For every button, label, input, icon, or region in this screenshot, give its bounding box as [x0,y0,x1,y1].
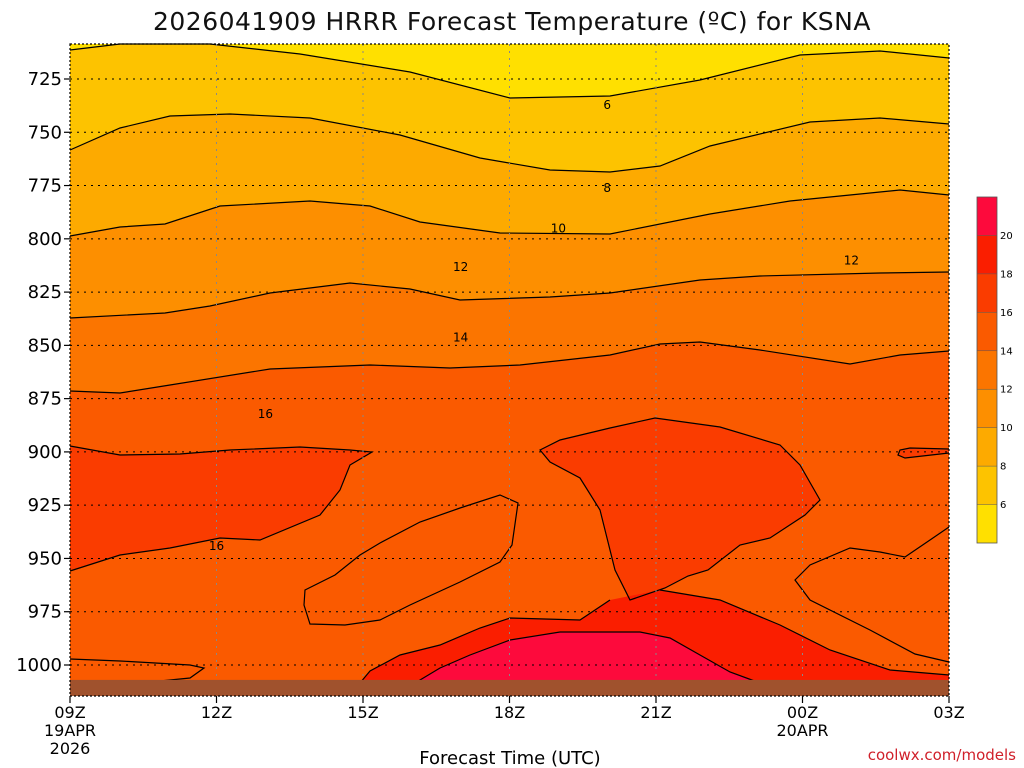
y-tick-label: 800 [28,229,62,250]
ground-surface [70,679,949,696]
y-tick-label: 950 [28,548,62,569]
contour-16-left [69,445,374,572]
x-tick-label: 09Z [54,703,85,722]
x-tick-label: 00Z [787,703,818,722]
x-date-label: 2026 [50,739,91,758]
colorbar-tick-label: 8 [1000,462,1006,473]
contour-label: 8 [603,181,611,195]
contour-near-surface-left [69,658,206,684]
y-tick-label: 750 [28,122,62,143]
y-tick-label: 875 [28,389,62,410]
contour-18 [414,631,761,684]
contour-label: 16 [209,539,224,553]
contour-label: 14 [453,330,468,344]
colorbar-tick-label: 10 [1000,423,1013,434]
contour-14 [69,341,950,394]
y-tick-label: 850 [28,335,62,356]
colorbar: 6 8 10 12 14 16 18 20 [976,196,1013,544]
x-tick-label: 12Z [201,703,232,722]
contour-16-right [897,447,950,459]
x-date-label: 20APR [776,721,828,740]
contour-10 [69,189,950,237]
colorbar-bin [977,466,997,505]
band-16-18-right [898,448,949,458]
plot-area: 6 8 10 12 12 14 16 16 [69,43,950,697]
y-tick-label: 725 [28,69,62,90]
x-date-label: 19APR [44,721,96,740]
band-20-22 [415,632,760,683]
contour-label: 10 [551,222,566,236]
contour-14-pocket-a [303,494,519,626]
band-14-16-pocket-a [304,495,518,625]
contour-12 [69,271,950,319]
colorbar-bin [977,350,997,390]
colorbar-tick-label: 20 [1000,231,1013,242]
colorbar-tick-label: 6 [1000,500,1006,511]
contour-16-center [539,417,821,601]
contour-14-pocket-b [794,526,950,663]
credit-text: coolwx.com/models [868,746,1016,764]
y-tick-label: 975 [28,602,62,623]
colorbar-bin [977,389,997,428]
contour-labels: 6 8 10 12 12 14 16 16 [209,98,859,553]
colorbar-tick-label: 12 [1000,385,1013,396]
band-14-16-pocket-b [795,527,949,662]
colorbar-bin [977,427,997,467]
y-tick-label: 825 [28,282,62,303]
x-tick-label: 03Z [933,703,964,722]
plot-frame [69,43,950,697]
colorbar-frame [976,196,998,544]
colorbar-tick-label: 18 [1000,269,1013,280]
contour-label: 6 [603,98,611,112]
x-tick-label: 18Z [494,703,525,722]
contour-16-lower-b [659,589,950,676]
contour-lines [69,43,950,684]
x-tick-label: 15Z [347,703,378,722]
band-16-18-center [540,418,820,600]
colorbar-bin [977,235,997,274]
y-tick-label: 925 [28,495,62,516]
contour-label: 12 [844,254,859,268]
contour-label: 16 [258,407,273,421]
colorbar-bin [977,312,997,351]
colorbar-tick-label: 14 [1000,346,1013,357]
contour-8 [69,113,950,173]
y-tick-label: 1000 [16,655,62,676]
y-axis: 725 750 775 800 825 850 875 900 925 950 975 1000 [16,69,70,676]
y-tick-label: 900 [28,442,62,463]
temperature-fill-layers [70,44,949,684]
colorbar-bin [977,197,997,236]
x-tick-label: 21Z [640,703,671,722]
contour-16-lower [359,599,611,684]
x-axis-title: Forecast Time (UTC) [419,748,600,768]
chart-title: 2026041909 HRRR Forecast Temperature (ºC… [153,7,871,36]
colorbar-bin [977,273,997,313]
colorbar-tick-label: 16 [1000,308,1013,319]
colorbar-bin [977,504,997,543]
y-tick-label: 775 [28,176,62,197]
band-16-18-left [70,446,372,571]
contour-label: 12 [453,260,468,274]
